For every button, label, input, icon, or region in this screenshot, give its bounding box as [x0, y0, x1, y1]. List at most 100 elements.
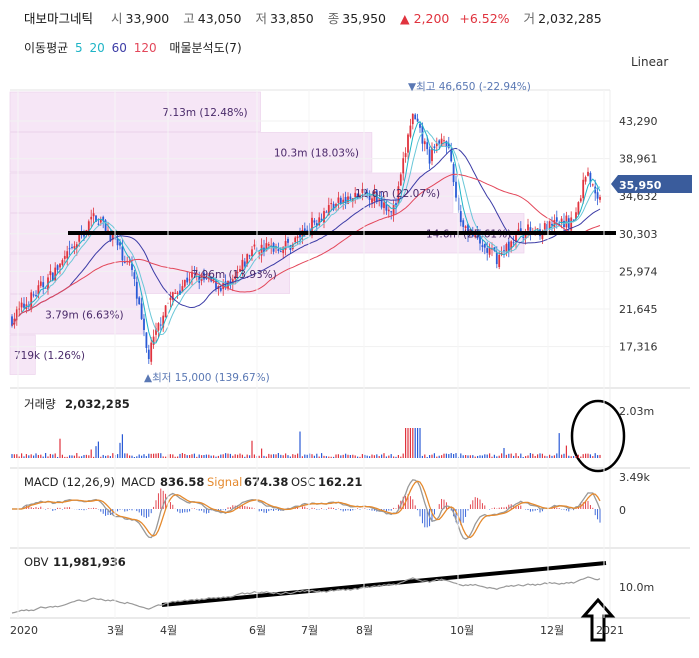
volume-label: 거 — [523, 11, 536, 26]
volume-bar — [592, 456, 594, 458]
volume-bar — [565, 445, 567, 458]
candle-body — [83, 233, 85, 237]
candle-body — [315, 223, 318, 226]
volume-bars — [11, 428, 601, 458]
candle-body — [308, 228, 311, 233]
moving-average-legend[interactable]: 이동평균 5 20 60 120 매물분석도(7) — [24, 39, 245, 56]
volume-circle-annotation — [570, 399, 626, 473]
candle-body — [200, 274, 203, 281]
candle-body — [231, 279, 234, 284]
candle-body — [291, 244, 294, 250]
scale-toggle-button[interactable]: Linear — [631, 55, 669, 69]
volume-bar — [189, 455, 191, 458]
ma-120[interactable]: 120 — [133, 41, 157, 55]
volume-bar — [138, 454, 140, 458]
volume-bar — [93, 456, 95, 458]
volume-bar — [76, 453, 78, 458]
candle-body — [44, 287, 47, 289]
candle-body — [411, 113, 414, 125]
candle-body — [116, 238, 119, 246]
candle-body — [277, 249, 280, 252]
open-value: 33,900 — [125, 11, 170, 26]
volume-bar — [352, 454, 354, 458]
volume-bar — [395, 456, 397, 458]
candle-body — [385, 203, 388, 211]
candle-body — [97, 223, 100, 225]
candle-body — [318, 217, 321, 226]
candle-body — [239, 268, 241, 272]
volume-bar — [573, 456, 575, 458]
signal-line — [12, 480, 601, 539]
candle-body — [361, 188, 364, 193]
candle-body — [66, 251, 69, 259]
volume-bar — [378, 456, 380, 458]
candle-body — [265, 243, 268, 252]
candle-body — [90, 216, 93, 220]
volume-bar — [234, 454, 236, 458]
volume-bar — [462, 455, 464, 458]
volume-bar — [78, 456, 80, 458]
candle-body — [510, 241, 513, 249]
volume-bar — [549, 454, 551, 458]
volume-bar — [474, 456, 476, 458]
candle-body — [162, 315, 165, 328]
close-value: 35,950 — [342, 11, 387, 26]
volume-bar — [133, 456, 135, 458]
volume-bar — [18, 456, 20, 458]
volume-bar — [59, 438, 61, 458]
candle-body — [423, 141, 426, 145]
candle-body — [303, 228, 306, 232]
volume-bar — [210, 455, 212, 458]
volume-bar — [172, 454, 174, 458]
candle-body — [447, 143, 450, 149]
sales-analysis-toggle[interactable]: 매물분석도(7) — [169, 41, 242, 55]
candle-body — [426, 142, 429, 150]
volume-bar — [333, 456, 335, 458]
candle-body — [128, 261, 131, 263]
candle-body — [155, 328, 157, 335]
volume-bar — [124, 453, 126, 458]
volume-bar — [203, 455, 205, 458]
volume-bar — [448, 454, 450, 458]
volume-bar — [225, 453, 227, 458]
candle-body — [486, 248, 489, 253]
ma-20[interactable]: 20 — [89, 41, 105, 55]
date-tick-label: 3월 — [107, 624, 124, 637]
volume-bar — [21, 453, 23, 458]
ma-5[interactable]: 5 — [75, 41, 83, 55]
candle-body — [351, 198, 354, 202]
candle-body — [387, 209, 390, 212]
volume-bar — [421, 455, 423, 458]
volume-bar — [23, 456, 25, 458]
candle-body — [587, 171, 589, 176]
candle-body — [570, 217, 573, 231]
volume-bar — [129, 455, 131, 458]
volume-bar — [184, 453, 186, 458]
volume-bar — [465, 455, 467, 458]
volume-bar — [405, 428, 407, 458]
volume-bar — [268, 453, 270, 458]
candle-body — [327, 205, 330, 216]
candle-body — [438, 140, 441, 144]
volume-bar — [45, 453, 47, 458]
price-tick-label: 17,316 — [619, 341, 658, 354]
candle-body — [11, 316, 13, 326]
candle-body — [378, 198, 381, 200]
low-annotation: ▲최저 15,000 (139.67%) — [144, 372, 270, 384]
volume-bar — [335, 454, 337, 458]
volume-bar — [249, 455, 251, 458]
volume-bar — [553, 455, 555, 458]
volume-bar — [11, 454, 13, 458]
volume-bar — [594, 453, 596, 458]
volume-bar — [371, 454, 373, 458]
candle-body — [551, 223, 553, 226]
volume-bar — [141, 455, 143, 458]
volume-bar — [486, 454, 488, 458]
close-label: 종 — [327, 11, 340, 26]
volume-bar — [81, 456, 83, 458]
candle-body — [169, 297, 172, 300]
volume-bar — [265, 456, 267, 458]
candle-body — [414, 114, 417, 120]
ma-60[interactable]: 60 — [111, 41, 127, 55]
